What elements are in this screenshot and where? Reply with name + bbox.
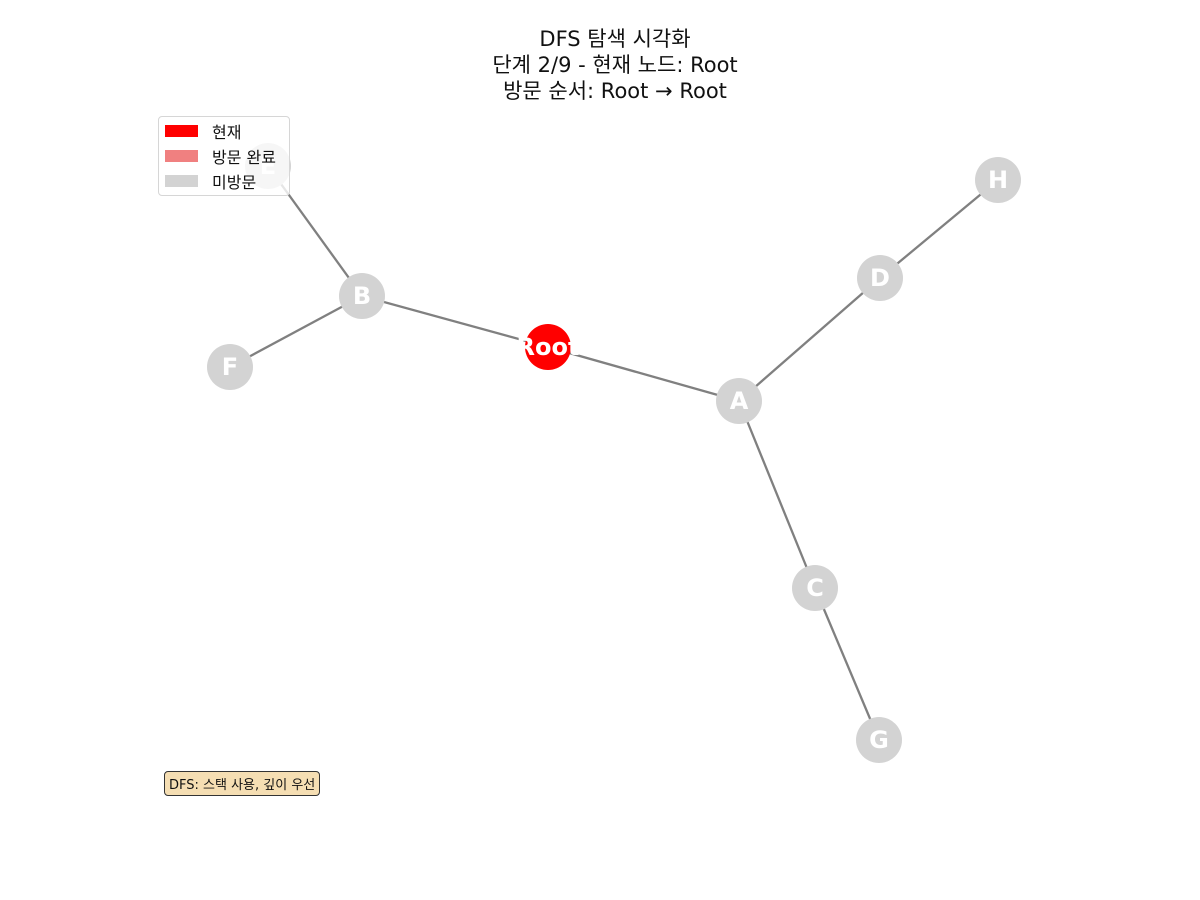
edges-layer (229, 165, 999, 741)
edge-root-a (547, 345, 740, 403)
title-line-2: 단계 2/9 - 현재 노드: Root (492, 53, 738, 77)
node-d: D (857, 255, 903, 301)
node-c: C (792, 565, 838, 611)
legend: 현재 방문 완료 미방문 (158, 116, 290, 196)
edge-a-c (737, 400, 817, 589)
legend-item-current: 현재 (165, 119, 241, 143)
node-circle-a (716, 378, 762, 424)
node-circle-g (856, 717, 902, 763)
edge-a-d (738, 277, 881, 402)
node-circle-b (339, 273, 385, 319)
node-h: H (975, 157, 1021, 203)
dfs-note-box: DFS: 스택 사용, 깊이 우선 (164, 771, 321, 796)
node-circle-c (792, 565, 838, 611)
legend-swatch-unvisited (165, 175, 198, 187)
node-circle-d (857, 255, 903, 301)
node-circle-h (975, 157, 1021, 203)
node-f: F (207, 344, 253, 390)
node-circle-root (525, 324, 571, 370)
edge-c-g (813, 587, 881, 741)
node-label-d: D (870, 264, 890, 292)
edge-d-h (879, 179, 999, 279)
legend-item-unvisited: 미방문 (165, 169, 256, 193)
node-circle-f (207, 344, 253, 390)
node-root: Root (517, 324, 580, 370)
node-a: A (716, 378, 762, 424)
edge-b-f (229, 294, 363, 369)
chart-title: DFS 탐색 시각화 단계 2/9 - 현재 노드: Root 방문 순서: R… (0, 26, 1200, 104)
node-label-f: F (222, 353, 238, 381)
node-g: G (856, 717, 902, 763)
legend-label-current: 현재 (212, 123, 242, 142)
node-label-root: Root (517, 333, 580, 361)
nodes-layer: RootABCDEFGH (207, 143, 1021, 763)
title-line-3: 방문 순서: Root → Root (503, 79, 727, 103)
node-label-g: G (869, 726, 889, 754)
node-label-a: A (730, 387, 749, 415)
legend-label-visited: 방문 완료 (212, 148, 276, 167)
node-label-c: C (806, 574, 824, 602)
legend-swatch-current (165, 125, 198, 137)
title-line-1: DFS 탐색 시각화 (539, 27, 691, 51)
edge-root-b (361, 294, 549, 349)
node-label-h: H (988, 166, 1008, 194)
node-b: B (339, 273, 385, 319)
legend-label-unvisited: 미방문 (212, 173, 257, 192)
legend-item-visited: 방문 완료 (165, 144, 276, 168)
legend-swatch-visited (165, 150, 198, 162)
node-label-b: B (353, 282, 371, 310)
